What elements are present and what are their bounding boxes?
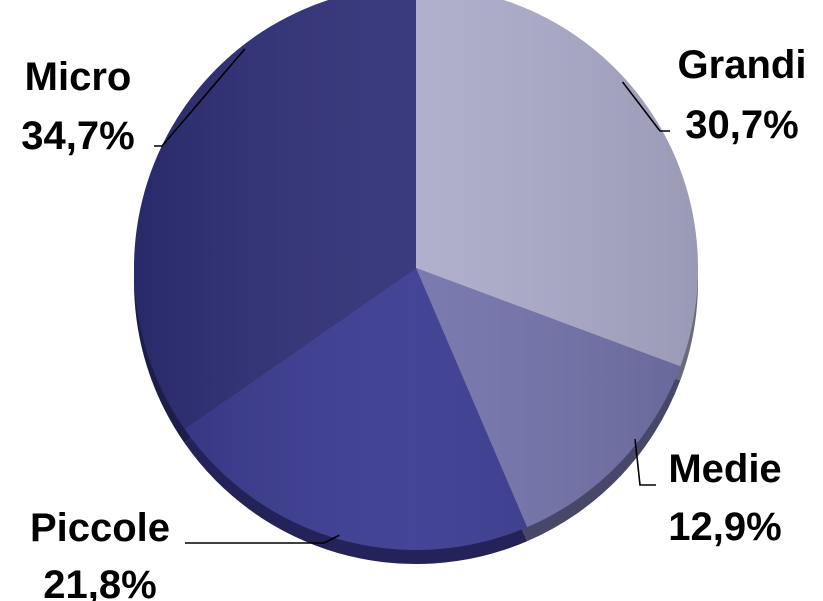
leader-line-medie [634,439,656,486]
slice-label-grandi-name: Grandi [678,43,807,87]
slice-label-micro-value: 34,7% [21,114,134,158]
leader-lines [154,48,670,544]
pie-top-layer [134,0,698,550]
pie-shading [134,0,698,550]
leader-line-piccole [185,534,340,544]
leader-line-micro [154,48,246,147]
slice-label-medie-value: 12,9% [668,505,781,549]
leader-line-grandi [621,81,670,132]
slice-label-piccole-name: Piccole [30,506,170,550]
slice-label-piccole-value: 21,8% [43,563,156,601]
slice-label-micro-name: Micro [25,55,132,99]
slice-label-medie-name: Medie [668,447,781,491]
slice-label-grandi-value: 30,7% [685,103,798,147]
